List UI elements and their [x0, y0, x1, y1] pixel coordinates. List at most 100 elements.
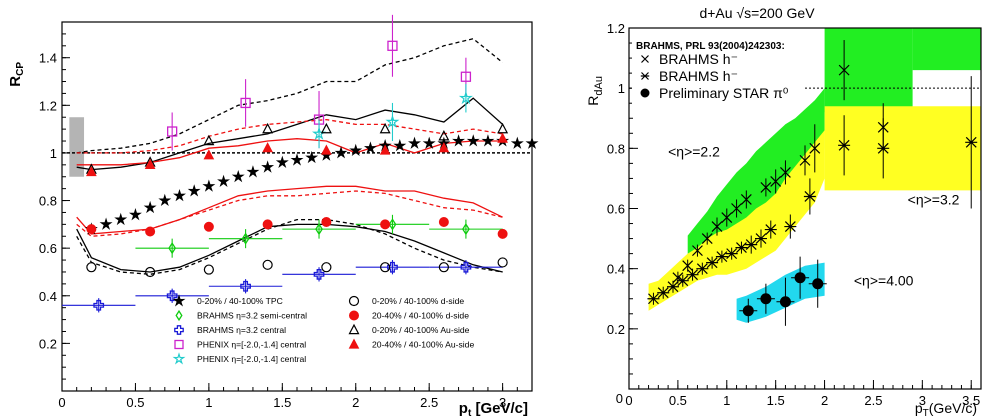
- data-point: [692, 245, 703, 257]
- left-panel: 0 0.5 1 1.5 2 2.5 3 0.2 0.4 0.6 0.8 1 1.2 1.4 pt [GeV/…: [7, 14, 539, 419]
- data-point: [696, 263, 709, 275]
- data-point: [334, 146, 348, 159]
- data-point: [262, 122, 274, 134]
- y-tick-label: 0.2: [39, 336, 57, 351]
- y-tick-label: 1.4: [39, 51, 57, 66]
- data-point: [466, 134, 480, 147]
- model-curve: [76, 185, 503, 235]
- legend-marker: [174, 325, 184, 335]
- uncertainty-band: [824, 106, 981, 191]
- y-tick-label: 0.4: [607, 262, 625, 277]
- y-tick-label: 0.6: [39, 241, 57, 256]
- data-point: [363, 141, 377, 154]
- uncertainty-band: [687, 88, 825, 260]
- data-point: [510, 136, 524, 149]
- data-point: [187, 184, 201, 197]
- legend-label: 0-20% / 40-100% TPC: [197, 296, 283, 306]
- data-point: [86, 262, 97, 273]
- data-point: [740, 194, 752, 205]
- data-point: [764, 224, 777, 235]
- data-point: [770, 176, 782, 187]
- model-curve: [76, 37, 504, 154]
- x-tick-label: 1: [205, 395, 212, 410]
- data-point: [393, 139, 407, 152]
- y-tick-label: 0.8: [607, 141, 625, 156]
- x-tick-label: 2.5: [864, 393, 882, 408]
- data-point: [379, 122, 391, 134]
- legend-marker: [640, 88, 650, 98]
- data-point: [168, 242, 177, 255]
- data-point: [387, 40, 398, 51]
- data-point: [647, 293, 660, 305]
- x-tick-label: 0: [625, 393, 632, 408]
- uncertainty-band: [648, 130, 825, 311]
- legend-label: BRAHMS h⁻: [659, 68, 738, 84]
- y-tick-label: 1.2: [39, 98, 57, 113]
- data-point: [321, 144, 332, 155]
- data-point: [799, 154, 811, 166]
- data-point: [173, 189, 186, 202]
- data-point: [408, 136, 421, 149]
- x-tick-label: 3: [499, 395, 506, 410]
- legend-marker: [174, 339, 184, 350]
- data-point: [711, 221, 723, 232]
- data-point: [231, 169, 245, 183]
- data-point: [128, 208, 142, 221]
- data-point: [166, 290, 178, 302]
- data-point: [745, 239, 758, 251]
- y-tick-label: 0: [616, 391, 623, 406]
- legend-label: 20-40% / 40-100% d-side: [372, 311, 469, 321]
- data-point: [481, 134, 495, 147]
- data-point: [725, 248, 738, 260]
- data-point: [780, 166, 791, 178]
- data-point: [497, 257, 508, 268]
- data-point: [438, 216, 449, 227]
- data-point: [461, 222, 470, 236]
- data-point: [385, 114, 400, 128]
- data-point: [261, 160, 275, 173]
- legend-marker: [172, 294, 186, 307]
- data-point: [262, 259, 273, 270]
- systematic-band: [69, 117, 85, 177]
- data-point: [676, 275, 689, 287]
- legend-marker: [349, 310, 359, 321]
- data-point: [275, 155, 289, 168]
- data-point: [706, 257, 719, 269]
- legend-marker: [172, 352, 186, 365]
- uncertainty-band: [824, 28, 913, 113]
- data-point: [93, 299, 105, 311]
- legend-label: BRAHMS η=3.2 central: [197, 325, 286, 335]
- legend-label: PHENIX η=[-2.0,-1.4] central: [197, 340, 306, 350]
- data-point: [803, 191, 816, 202]
- data-point: [380, 219, 391, 230]
- legend-marker: [641, 55, 649, 63]
- chart-title: d+Au √s=200 GeV: [699, 5, 815, 21]
- data-point: [143, 200, 157, 214]
- data-point: [682, 260, 694, 272]
- data-point: [760, 182, 772, 193]
- data-point: [320, 122, 332, 134]
- legend-marker: [640, 72, 650, 80]
- data-point: [422, 136, 436, 149]
- left-plot-frame: [61, 21, 533, 392]
- data-point: [965, 136, 978, 148]
- legend-box: [632, 35, 804, 110]
- data-point: [735, 242, 748, 254]
- data-point: [313, 268, 325, 280]
- data-point: [321, 262, 332, 273]
- data-point: [145, 226, 156, 237]
- data-point: [460, 71, 472, 82]
- x-tick-label: 3: [919, 393, 926, 408]
- data-point: [667, 281, 679, 293]
- y-tick-label: 0.6: [607, 202, 625, 217]
- legend-marker: [348, 323, 360, 335]
- x-tick-label: 2: [352, 395, 359, 410]
- data-point: [784, 221, 797, 232]
- data-point: [731, 203, 742, 214]
- x-tick-label: 1.5: [767, 393, 785, 408]
- y-tick-label: 1: [618, 81, 625, 96]
- data-point: [721, 212, 733, 223]
- data-point: [686, 269, 699, 281]
- legend-label: BRAHMS η=3.2 semi-central: [197, 311, 307, 321]
- y-tick-label: 0.8: [39, 194, 57, 209]
